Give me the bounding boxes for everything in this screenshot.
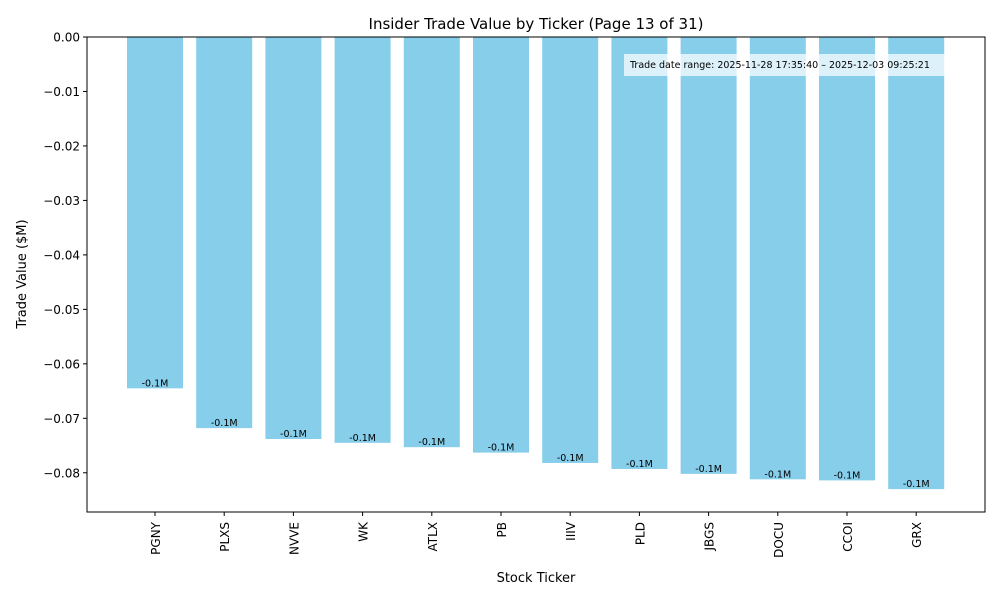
- x-tick-label-ccoi: CCOI: [841, 522, 855, 552]
- plot-area-frame: [86, 36, 986, 513]
- y-tick-label: −0.07: [43, 412, 80, 426]
- bar-grx: [888, 37, 945, 490]
- bar-iiiv: [542, 37, 599, 463]
- annotation-text: Trade date range: 2025-11-28 17:35:40 – …: [629, 60, 930, 71]
- x-axis-label: Stock Ticker: [497, 571, 576, 586]
- bar-pgny: [127, 37, 183, 389]
- data-label-pgny: -0.1M: [142, 378, 169, 389]
- annotation-box: Trade date range: 2025-11-28 17:35:40 – …: [624, 54, 986, 76]
- x-tick-label-docu: DOCU: [772, 522, 786, 558]
- x-tick-label-wk: WK: [357, 521, 371, 542]
- x-tick-label-grx: GRX: [910, 522, 924, 548]
- y-axis: 0.00 −0.01 −0.02 −0.03 −0.04 −0.05 −0.06 −0.07 −…: [43, 31, 87, 480]
- bar-pld: [611, 37, 668, 469]
- bar-wk: [334, 37, 391, 443]
- x-axis: PGNY PLXS NVVE WK ATLX PB IIIV PLD JBGS DOCU CCOI G…: [149, 512, 924, 558]
- data-label-docu: -0.1M: [764, 469, 791, 480]
- data-label-jbgs: -0.1M: [695, 464, 722, 475]
- y-tick-label: −0.02: [43, 139, 80, 153]
- bars: [127, 37, 945, 490]
- annotation-background: [624, 54, 986, 76]
- y-tick-label: −0.04: [43, 248, 80, 262]
- x-tick-label-jbgs: JBGS: [703, 522, 717, 551]
- y-tick-label: −0.03: [43, 194, 80, 208]
- y-tick-label: −0.01: [43, 85, 80, 99]
- x-tick-label-nvve: NVVE: [287, 522, 301, 555]
- y-tick-label: −0.06: [43, 357, 80, 371]
- data-label-iiiv: -0.1M: [557, 453, 584, 464]
- data-label-nvve: -0.1M: [280, 429, 307, 440]
- data-label-ccoi: -0.1M: [834, 470, 861, 481]
- data-label-grx: -0.1M: [903, 479, 930, 490]
- bar-jbgs: [680, 37, 737, 474]
- y-tick-label: −0.08: [43, 466, 80, 480]
- x-tick-label-pb: PB: [495, 522, 509, 537]
- y-axis-label: Trade Value ($M): [15, 219, 30, 329]
- x-tick-label-plxs: PLXS: [218, 522, 232, 552]
- y-tick-label: 0.00: [53, 31, 80, 45]
- data-label-atlx: -0.1M: [418, 437, 445, 448]
- y-tick-label: −0.05: [43, 303, 80, 317]
- x-tick-label-iiiv: IIIV: [564, 521, 578, 541]
- bar-pb: [473, 37, 529, 453]
- data-label-wk: -0.1M: [349, 433, 376, 444]
- x-tick-label-pgny: PGNY: [149, 521, 163, 555]
- data-label-plxs: -0.1M: [211, 418, 238, 429]
- bar-docu: [749, 37, 806, 480]
- data-labels: -0.1M -0.1M -0.1M -0.1M -0.1M -0.1M -0.1M -0.1M…: [142, 378, 930, 490]
- bar-ccoi: [819, 37, 875, 481]
- bar-plxs: [196, 37, 253, 429]
- bar-nvve: [265, 37, 322, 440]
- x-tick-label-atlx: ATLX: [426, 522, 440, 552]
- chart-title: Insider Trade Value by Ticker (Page 13 o…: [369, 15, 704, 33]
- bar-atlx: [403, 37, 460, 448]
- x-tick-label-pld: PLD: [633, 522, 647, 545]
- data-label-pld: -0.1M: [626, 459, 653, 470]
- data-label-pb: -0.1M: [488, 443, 515, 454]
